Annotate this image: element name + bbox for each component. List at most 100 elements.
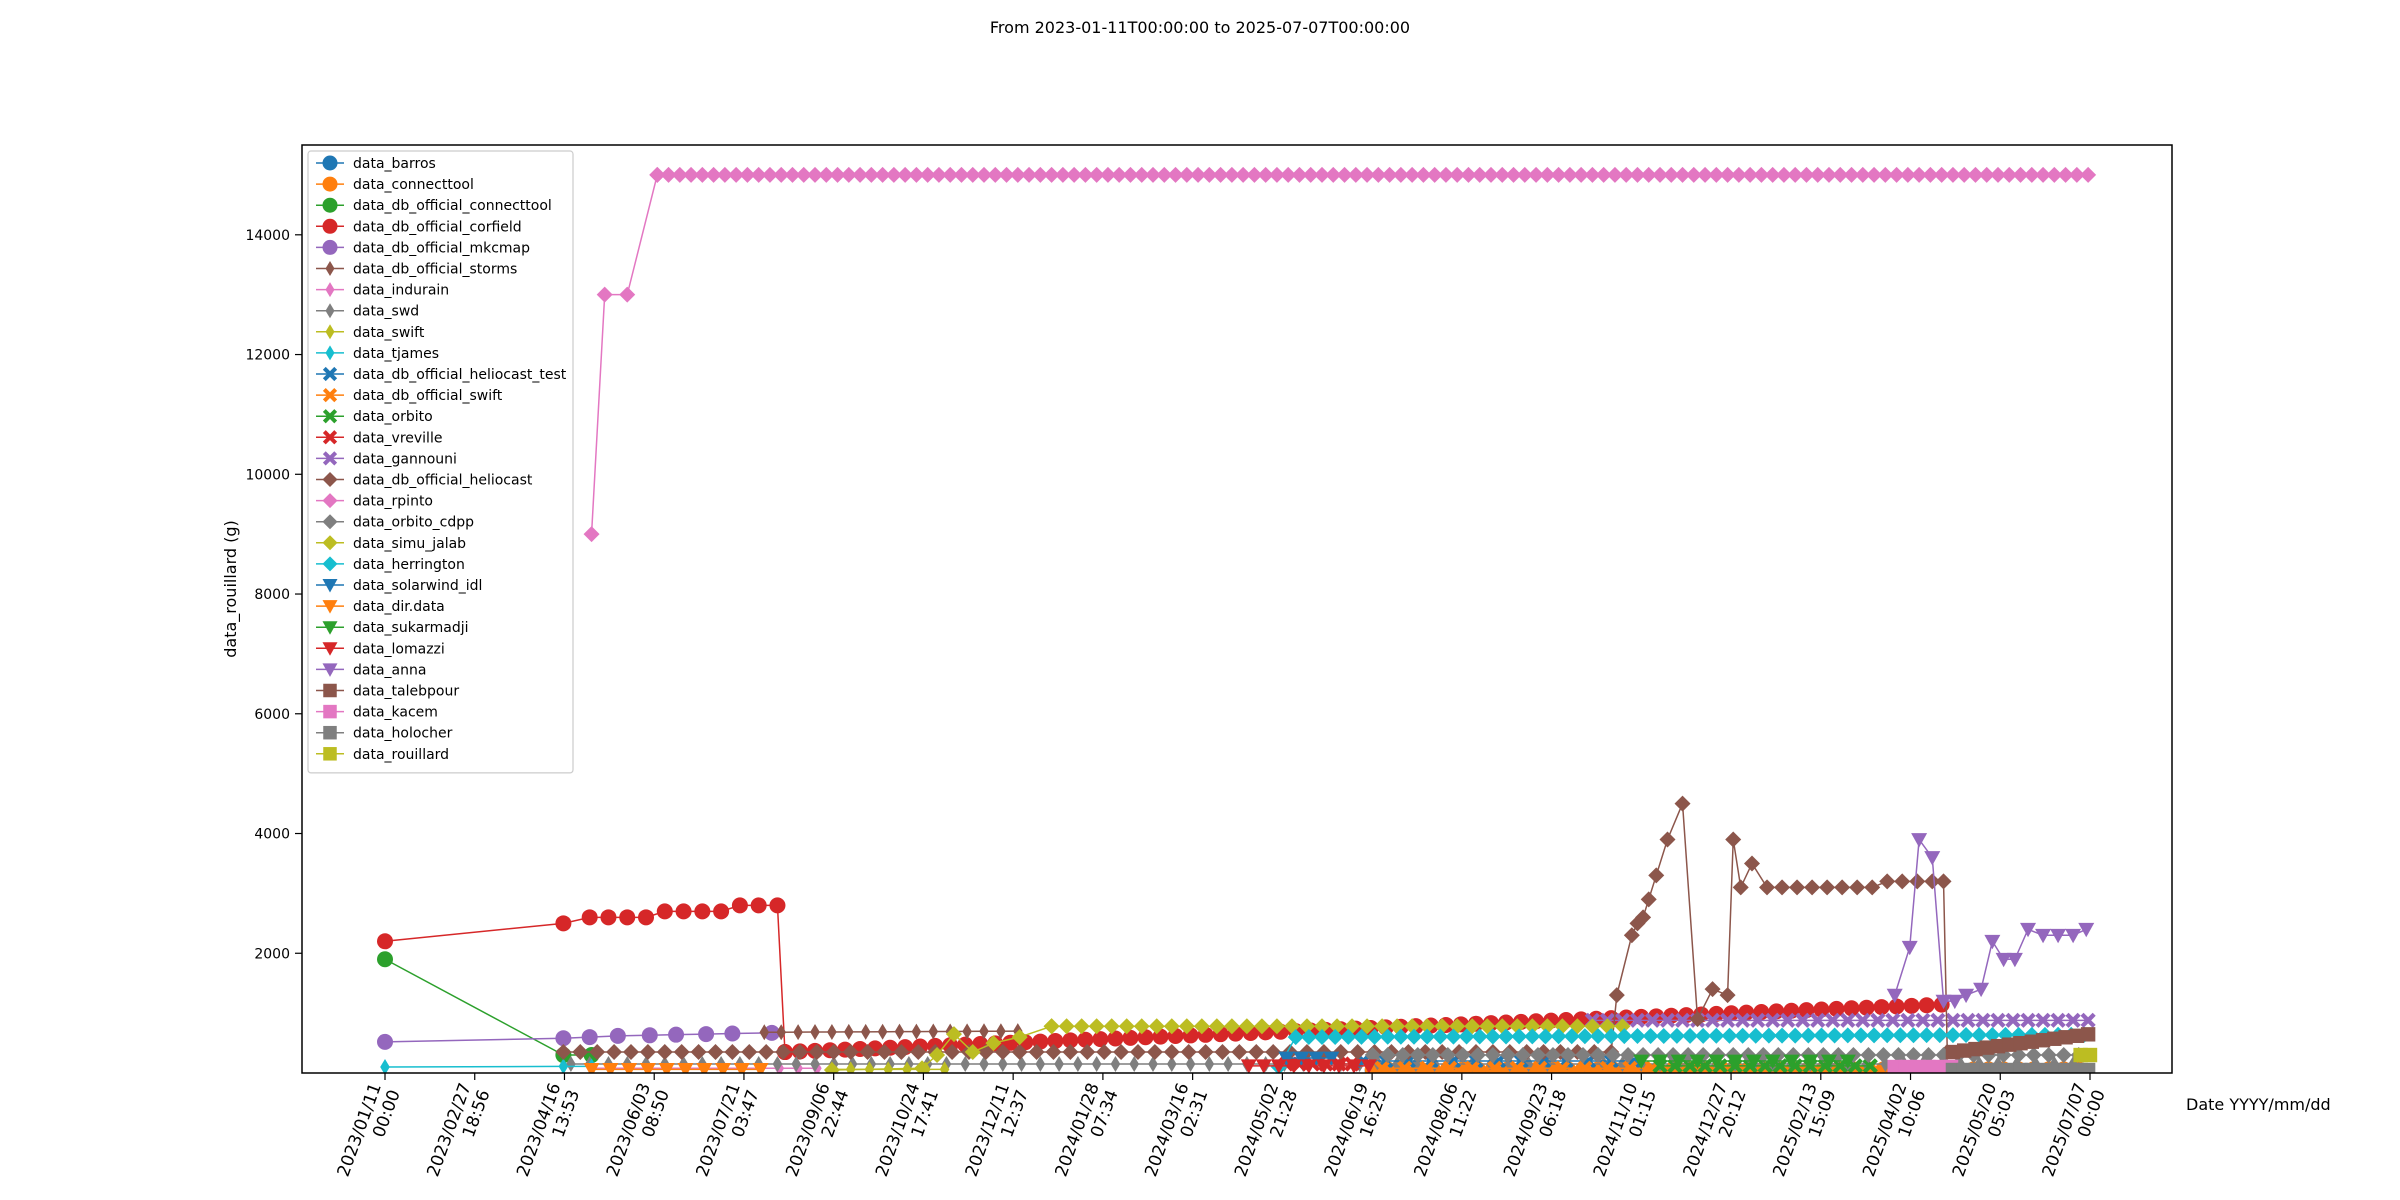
data-point-data_rpinto bbox=[1922, 166, 1939, 183]
legend-item: data_herrington bbox=[316, 556, 465, 573]
data-point-data_rpinto bbox=[1426, 166, 1443, 183]
data-point-data_gannouni bbox=[2035, 1012, 2051, 1028]
data-point-data_herrington bbox=[1852, 1027, 1869, 1044]
legend-label: data_holocher bbox=[353, 726, 453, 742]
data-point-data_rpinto bbox=[694, 166, 711, 183]
data-point-data_swd bbox=[1129, 1056, 1140, 1073]
data-point-data_herrington bbox=[1918, 1027, 1935, 1044]
legend-marker-data_barros bbox=[322, 155, 338, 171]
data-point-data_rpinto bbox=[619, 286, 636, 303]
data-point-data_gannouni bbox=[1825, 1012, 1841, 1028]
data-point-data_talebpour bbox=[2002, 1037, 2017, 1052]
data-point-data_rpinto bbox=[1753, 166, 1770, 183]
data-point-data_rpinto bbox=[1111, 166, 1128, 183]
data-point-data_simu_jalab bbox=[1524, 1018, 1541, 1035]
data-point-data_rpinto bbox=[1471, 166, 1488, 183]
data-point-data_db_official_heliocast bbox=[1163, 1044, 1180, 1061]
legend-item: data_db_official_corfield bbox=[316, 218, 522, 235]
data-point-data_gannouni bbox=[1735, 1012, 1751, 1028]
data-point-data_db_official_heliocast bbox=[1849, 879, 1866, 896]
data-point-data_herrington bbox=[1484, 1028, 1501, 1045]
data-point-data_db_official_heliocast bbox=[1129, 1044, 1146, 1061]
data-point-data_swd bbox=[1166, 1056, 1177, 1073]
legend-label: data_db_official_corfield bbox=[353, 219, 522, 235]
data-point-data_herrington bbox=[1813, 1027, 1830, 1044]
data-point-data_orbito_cdpp bbox=[1529, 1047, 1546, 1064]
data-point-data_herrington bbox=[1537, 1028, 1554, 1045]
data-point-data_rpinto bbox=[683, 166, 700, 183]
legend-label: data_gannouni bbox=[353, 451, 457, 467]
legend-marker-data_swift bbox=[325, 324, 335, 340]
data-point-data_db_official_mkcmap bbox=[377, 1033, 393, 1050]
data-point-data_rpinto bbox=[1708, 166, 1725, 183]
data-point-data_db_official_swift bbox=[1442, 1060, 1458, 1073]
data-point-data_sukarmadji bbox=[1839, 1054, 1856, 1070]
data-point-data_swd bbox=[1185, 1056, 1196, 1073]
data-point-data_simu_jalab bbox=[1148, 1018, 1165, 1035]
data-point-data_gannouni bbox=[1719, 1012, 1736, 1028]
data-point-data_db_official_heliocast bbox=[1894, 873, 1911, 890]
data-point-data_orbito_cdpp bbox=[2040, 1047, 2057, 1064]
data-point-data_anna bbox=[2065, 928, 2082, 944]
data-point-data_herrington bbox=[1576, 1028, 1593, 1045]
plot-frame bbox=[301, 144, 2173, 1074]
legend-marker-data_db_official_corfield bbox=[322, 218, 338, 234]
data-point-data_db_official_heliocast bbox=[707, 1044, 724, 1061]
data-point-data_db_official_heliocast bbox=[1732, 879, 1749, 896]
data-point-data_rpinto bbox=[1505, 166, 1522, 183]
data-point-data_rpinto bbox=[1460, 166, 1477, 183]
data-point-data_rpinto bbox=[716, 166, 733, 183]
data-point-data_db_official_swift bbox=[1419, 1060, 1435, 1073]
data-point-data_rpinto bbox=[728, 166, 745, 183]
data-point-data_gannouni bbox=[1795, 1012, 1811, 1028]
data-point-data_orbito bbox=[1862, 1058, 1878, 1073]
data-point-data_db_official_heliocast bbox=[741, 1044, 758, 1061]
data-point-data_rpinto bbox=[596, 286, 613, 303]
data-point-data_simu_jalab bbox=[1374, 1018, 1391, 1035]
legend-item: data_connecttool bbox=[316, 176, 474, 193]
data-point-data_rpinto bbox=[1235, 166, 1252, 183]
data-point-data_rpinto bbox=[998, 166, 1015, 183]
data-point-data_talebpour bbox=[2024, 1034, 2039, 1049]
data-point-data_herrington bbox=[1616, 1028, 1633, 1045]
data-point-data_db_official_heliocast bbox=[1231, 1044, 1248, 1061]
data-point-data_kacem bbox=[1898, 1059, 1914, 1073]
data-point-data_db_official_heliocast bbox=[825, 1044, 842, 1061]
data-point-data_anna bbox=[2078, 922, 2095, 938]
data-point-data_kacem bbox=[1921, 1059, 1936, 1073]
data-point-data_db_official_heliocast bbox=[1744, 855, 1761, 872]
data-point-data_db_official_heliocast bbox=[1248, 1044, 1265, 1061]
data-point-data_simu_jalab bbox=[1193, 1018, 1210, 1035]
data-point-data_db_official_heliocast bbox=[1924, 873, 1941, 890]
data-point-data_rpinto bbox=[1099, 166, 1116, 183]
data-point-data_rpinto bbox=[1201, 166, 1218, 183]
data-point-data_db_official_corfield bbox=[1738, 1004, 1755, 1021]
data-point-data_rpinto bbox=[1528, 166, 1545, 183]
data-point-data_orbito_cdpp bbox=[1620, 1047, 1637, 1064]
data-point-data_db_official_swift bbox=[1374, 1060, 1390, 1073]
data-point-data_holocher bbox=[2047, 1062, 2062, 1073]
legend-item: data_simu_jalab bbox=[316, 535, 466, 552]
data-point-data_sukarmadji bbox=[1708, 1054, 1725, 1070]
data-point-data_db_official_corfield bbox=[619, 909, 636, 926]
data-point-data_rpinto bbox=[987, 166, 1004, 183]
data-point-data_orbito_cdpp bbox=[1394, 1047, 1411, 1064]
data-point-data_simu_jalab bbox=[1509, 1018, 1526, 1035]
data-point-data_db_official_corfield bbox=[1873, 999, 1890, 1016]
data-point-data_db_official_heliocast bbox=[656, 1044, 673, 1061]
data-point-data_rpinto bbox=[1313, 166, 1330, 183]
data-point-data_db_official_mkcmap bbox=[668, 1026, 685, 1043]
data-point-data_rpinto bbox=[1640, 166, 1657, 183]
legend-label: data_anna bbox=[353, 662, 426, 678]
data-point-data_herrington bbox=[1392, 1028, 1409, 1045]
data-point-data_db_official_corfield bbox=[1077, 1031, 1094, 1048]
data-point-data_db_official_storms bbox=[776, 1024, 787, 1041]
data-point-data_rpinto bbox=[1325, 166, 1342, 183]
data-point-data_rpinto bbox=[1021, 166, 1038, 183]
data-point-data_rpinto bbox=[1302, 166, 1319, 183]
data-point-data_simu_jalab bbox=[1043, 1018, 1060, 1035]
data-point-data_orbito_cdpp bbox=[1409, 1047, 1426, 1064]
